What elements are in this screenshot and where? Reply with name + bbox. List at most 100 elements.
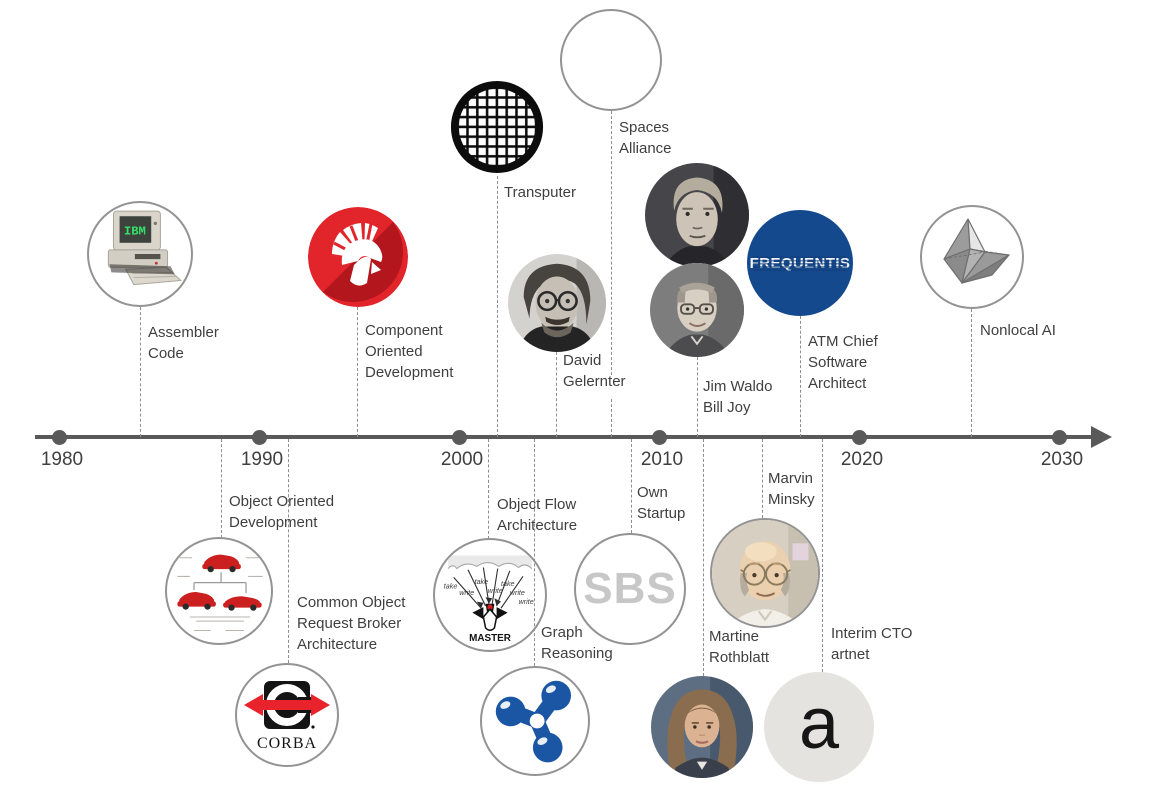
transputer-wafer-icon (450, 80, 544, 174)
corba-logo-icon: CORBA (244, 681, 330, 752)
label-line: Assembler (148, 324, 219, 341)
year-label: 2000 (440, 449, 484, 470)
milestone-circle-object-oriented (165, 537, 273, 645)
connector-corba (288, 439, 289, 663)
label-line: Development (229, 514, 318, 531)
ibm-pc-photo-icon: IBM (107, 210, 182, 286)
connector-interim-cto-artnet (822, 439, 823, 672)
timeline-axis-arrowhead-icon (1091, 426, 1112, 448)
label-line: Minsky (768, 491, 815, 508)
label-line: ATM Chief (808, 333, 878, 350)
take-label: take (475, 578, 489, 586)
write-label: write (459, 589, 474, 597)
milestone-circle-own-startup: SBS (574, 533, 686, 645)
jim-waldo-portrait-icon (650, 263, 744, 357)
marvin-minsky-portrait-icon (712, 520, 818, 626)
milestone-circle-nonlocal-ai (920, 205, 1024, 309)
milestone-circle-artnet: a (764, 672, 874, 782)
label-line: Graph (541, 624, 583, 641)
year-label: 1980 (40, 449, 84, 470)
milestone-label-atm-chief: ATM Chief Software Architect (808, 331, 878, 394)
delphi-logo-icon (308, 207, 408, 307)
milestone-circle-martine-rothblatt (651, 676, 753, 778)
connector-object-oriented (221, 439, 222, 538)
milestone-circle-bill-joy (645, 163, 749, 267)
label-line: Nonlocal AI (980, 322, 1056, 339)
label-line: Rothblatt (709, 649, 770, 666)
milestone-label-object-flow: Object Flow Architecture (497, 494, 577, 536)
label-line: Own (637, 484, 668, 501)
label-line: Common Object (297, 594, 406, 611)
ibm-screen-text: IBM (124, 225, 146, 239)
milestone-circle-graph-reasoning (480, 666, 590, 776)
sbs-logo-icon: SBS (583, 564, 677, 613)
milestone-label-assembler-code: Assembler Code (148, 322, 219, 364)
milestone-circle-component-oriented (308, 207, 408, 307)
label-line: Architecture (497, 517, 578, 534)
label-line: Development (365, 364, 454, 381)
connector-marvin-minsky (762, 439, 763, 518)
axis-dot-1990 (252, 430, 267, 445)
label-line: Oriented (365, 343, 423, 360)
milestone-label-own-startup: Own Startup (637, 482, 685, 524)
master-dataflow-diagram-icon: take write take write take write write M… (444, 555, 534, 644)
label-line: artnet (831, 646, 870, 663)
label-line: Jim Waldo (703, 378, 773, 395)
bill-joy-portrait-icon (645, 163, 749, 267)
timeline-axis (35, 435, 1093, 439)
year-label: 1990 (240, 449, 284, 470)
axis-dot-2000 (452, 430, 467, 445)
write-label: write (519, 598, 534, 606)
label-line: Spaces (619, 119, 670, 136)
label-line: Object Oriented (229, 493, 335, 510)
connector-graph-reasoning (534, 439, 535, 666)
year-label: 2020 (840, 449, 884, 470)
connector-object-flow (488, 439, 489, 539)
label-line: Request Broker (297, 615, 402, 632)
connector-jim-waldo-bill-joy (697, 357, 698, 437)
milestone-circle-transputer (448, 78, 546, 176)
polyhedron-graphic-icon (943, 218, 1010, 284)
label-line: Gelernter (563, 373, 626, 390)
connector-martine-rothblatt (703, 439, 704, 676)
milestone-label-david-gelernter: David Gelernter (563, 350, 626, 392)
label-line: Code (148, 345, 184, 362)
milestone-label-jim-waldo-bill-joy: Jim Waldo Bill Joy (703, 376, 772, 418)
milestone-label-corba: Common Object Request Broker Architectur… (297, 592, 405, 655)
label-line: Component (365, 322, 443, 339)
milestone-circle-frequentis: FREQUENTIS (747, 210, 853, 316)
label-line: Transputer (504, 184, 576, 201)
milestone-label-object-oriented: Object Oriented Development (229, 491, 334, 533)
label-line: Martine (709, 628, 760, 645)
label-line: Software (808, 354, 868, 371)
connector-assembler-code (140, 307, 141, 437)
connector-component-oriented (357, 307, 358, 437)
label-line: Architecture (297, 636, 378, 653)
connector-spaces-alliance (611, 399, 612, 437)
milestone-label-marvin-minsky: Marvin Minsky (768, 468, 815, 510)
milestone-label-component-oriented: Component Oriented Development (365, 320, 453, 383)
graph-molecule-logo-icon (495, 680, 572, 763)
artnet-logo-icon: a (798, 684, 840, 764)
axis-dot-2030 (1052, 430, 1067, 445)
milestone-label-spaces-alliance: Spaces Alliance (619, 117, 672, 159)
label-line: Architect (808, 375, 867, 392)
connector-atm-chief (800, 316, 801, 437)
connector-spaces-alliance (611, 111, 612, 375)
connector-david-gelernter (556, 352, 557, 437)
milestone-label-nonlocal-ai: Nonlocal AI (980, 320, 1056, 341)
milestone-label-interim-cto-artnet: Interim CTO artnet (831, 623, 912, 665)
take-label: take (444, 582, 458, 590)
label-line: Object Flow (497, 496, 577, 513)
label-line: Reasoning (541, 645, 613, 662)
label-line: Bill Joy (703, 399, 751, 416)
write-label: write (488, 587, 503, 595)
frequentis-stripes-decoration (753, 254, 847, 272)
martine-rothblatt-portrait-icon (651, 676, 753, 778)
axis-dot-2020 (852, 430, 867, 445)
milestone-circle-david-gelernter (508, 254, 606, 352)
label-line: Interim CTO (831, 625, 913, 642)
year-label: 2010 (640, 449, 684, 470)
label-line: Alliance (619, 140, 672, 157)
